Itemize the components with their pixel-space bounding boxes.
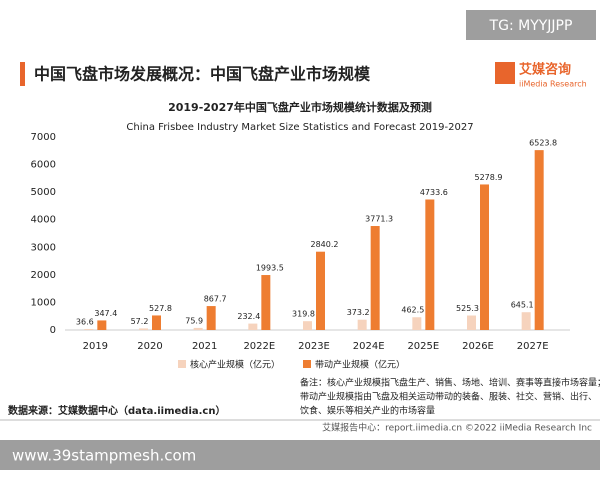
data-label: 347.4 xyxy=(94,309,117,318)
y-tick-label: 4000 xyxy=(31,215,56,226)
y-tick-label: 2000 xyxy=(31,270,56,281)
y-tick-label: 1000 xyxy=(31,297,56,308)
title-accent xyxy=(20,62,25,86)
bar xyxy=(206,306,216,330)
watermark: www.39stampmesh.com xyxy=(12,447,196,465)
y-tick-label: 7000 xyxy=(31,132,56,143)
y-tick-label: 6000 xyxy=(31,160,56,171)
bar xyxy=(84,328,94,330)
data-label: 75.9 xyxy=(185,316,203,325)
logo-en: iiMedia Research xyxy=(519,80,587,89)
source: 数据来源：艾媒数据中心（data.iimedia.cn） xyxy=(8,404,225,417)
x-tick-label: 2024E xyxy=(353,341,385,352)
header-title: 中国飞盘市场发展概况：中国飞盘产业市场规模 xyxy=(34,65,371,84)
x-tick-label: 2022E xyxy=(243,341,275,352)
data-label: 645.1 xyxy=(511,301,534,310)
note-line: 备注：核心产业规模指飞盘生产、销售、场地、培训、赛事等直接市场容量； xyxy=(300,377,600,389)
x-tick-label: 2027E xyxy=(517,341,549,352)
bar xyxy=(97,320,107,330)
data-label: 4733.6 xyxy=(420,188,448,197)
data-label: 2840.2 xyxy=(311,240,339,249)
y-tick-label: 5000 xyxy=(31,187,56,198)
data-label: 527.8 xyxy=(149,304,172,313)
logo-icon xyxy=(495,62,515,84)
bar xyxy=(370,226,380,330)
x-tick-label: 2020 xyxy=(137,341,162,352)
x-tick-label: 2019 xyxy=(83,341,108,352)
data-label: 867.7 xyxy=(204,295,227,304)
x-tick-label: 2025E xyxy=(407,341,439,352)
data-label: 6523.8 xyxy=(529,139,557,148)
data-label: 462.5 xyxy=(401,306,424,315)
bar xyxy=(467,315,476,330)
chart-subtitle: China Frisbee Industry Market Size Stati… xyxy=(126,122,473,133)
chart-title: 2019-2027年中国飞盘产业市场规模统计数据及预测 xyxy=(168,100,432,114)
bar xyxy=(303,321,312,330)
data-label: 373.2 xyxy=(347,308,370,317)
data-label: 232.4 xyxy=(237,312,260,321)
tag-box xyxy=(466,10,596,40)
bar xyxy=(193,327,203,330)
data-label: 3771.3 xyxy=(365,215,393,224)
y-tick-label: 3000 xyxy=(31,242,56,253)
logo-cn: 艾媒咨询 xyxy=(519,62,571,78)
legend-swatch xyxy=(303,360,311,368)
watermark-bar xyxy=(0,440,600,470)
y-tick-label: 0 xyxy=(50,325,56,336)
data-label: 36.6 xyxy=(76,317,94,326)
bar xyxy=(534,150,544,330)
data-label: 57.2 xyxy=(131,317,149,326)
bar xyxy=(425,199,435,330)
bar xyxy=(139,328,148,330)
note-line: 饮食、娱乐等相关产业的市场容量 xyxy=(300,405,435,417)
bar xyxy=(261,275,271,330)
bar xyxy=(521,312,531,330)
legend-label: 带动产业规模（亿元） xyxy=(315,359,405,371)
legend-label: 核心产业规模（亿元） xyxy=(190,359,280,371)
bar xyxy=(357,319,367,330)
data-label: 525.3 xyxy=(456,304,479,313)
bar xyxy=(480,184,489,330)
data-label: 319.8 xyxy=(292,310,315,319)
data-label: 1993.5 xyxy=(256,264,284,273)
tag: TG: MYYJJPP xyxy=(489,18,573,34)
x-tick-label: 2026E xyxy=(462,341,494,352)
bar xyxy=(316,251,325,330)
bar xyxy=(152,315,161,330)
note-line: 带动产业规模指由飞盘及相关运动带动的装备、服装、社交、营销、出行、 xyxy=(300,391,597,403)
footer: 艾媒报告中心：report.iimedia.cn ©2022 iiMedia R… xyxy=(322,422,592,434)
legend-swatch xyxy=(178,360,186,368)
x-tick-label: 2021 xyxy=(192,341,217,352)
data-label: 5278.9 xyxy=(475,173,503,182)
bar xyxy=(412,317,422,330)
x-tick-label: 2023E xyxy=(298,341,330,352)
bar xyxy=(248,323,258,330)
